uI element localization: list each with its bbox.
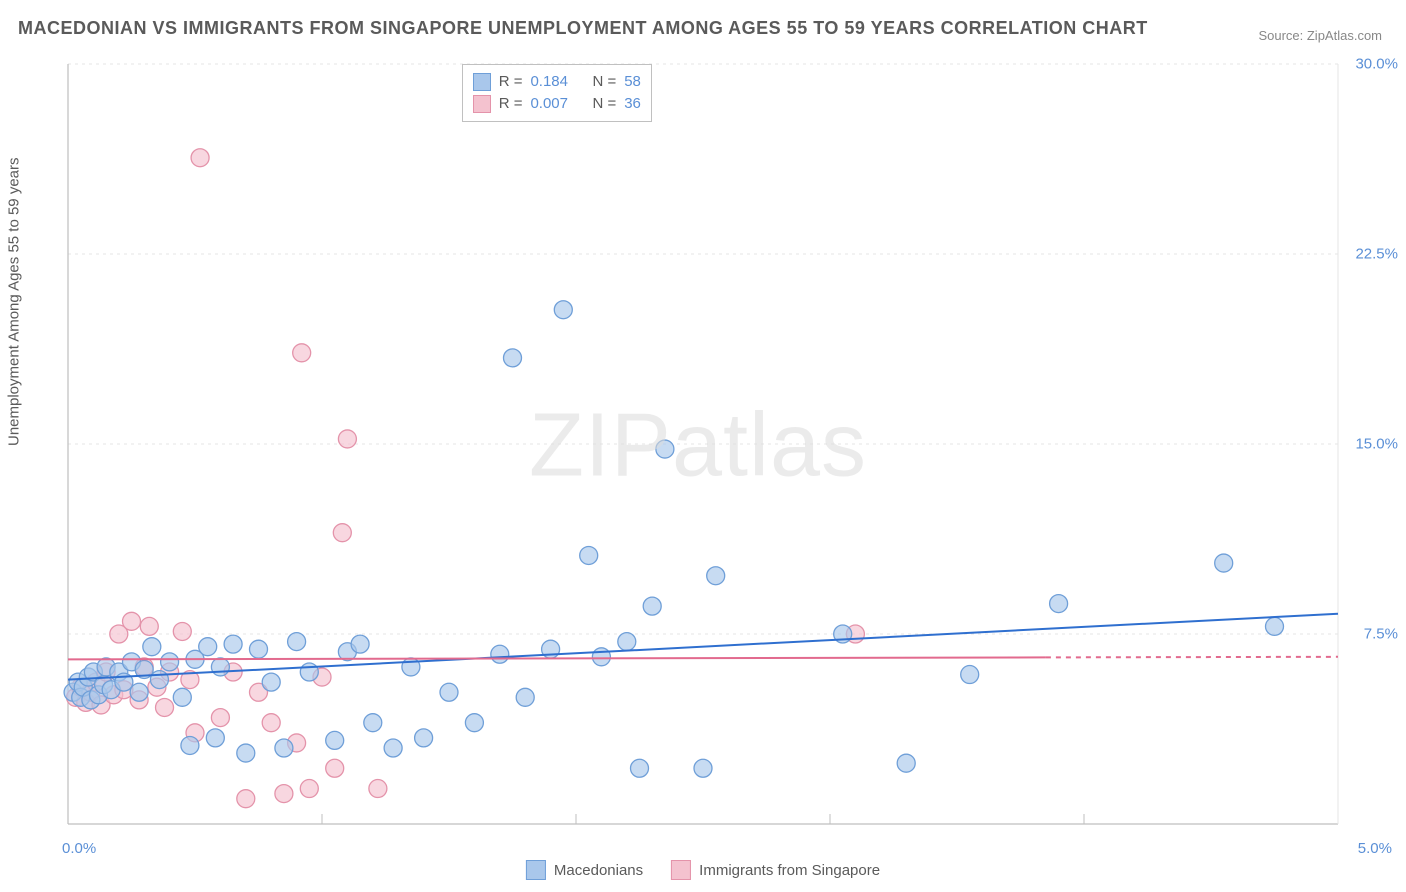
legend-series-item: Macedonians bbox=[526, 860, 643, 880]
chart-title: MACEDONIAN VS IMMIGRANTS FROM SINGAPORE … bbox=[18, 18, 1148, 39]
legend-stat-row: R =0.184N =58 bbox=[473, 71, 641, 93]
y-axis-label: Unemployment Among Ages 55 to 59 years bbox=[6, 157, 23, 446]
y-tick-label: 15.0% bbox=[1355, 436, 1398, 453]
y-tick-label: 30.0% bbox=[1355, 56, 1398, 73]
legend-swatch bbox=[473, 95, 491, 113]
chart-area: ZIPatlas R =0.184N =58R =0.007N =36 bbox=[50, 60, 1346, 832]
legend-series-item: Immigrants from Singapore bbox=[671, 860, 880, 880]
legend-correlation: R =0.184N =58R =0.007N =36 bbox=[462, 64, 652, 122]
legend-swatch bbox=[671, 860, 691, 880]
legend-stat-row: R =0.007N =36 bbox=[473, 93, 641, 115]
legend-series: Macedonians Immigrants from Singapore bbox=[526, 860, 880, 880]
scatter-chart bbox=[50, 60, 1346, 832]
y-tick-label: 22.5% bbox=[1355, 246, 1398, 263]
source-attribution: Source: ZipAtlas.com bbox=[1258, 28, 1382, 43]
y-tick-label: 7.5% bbox=[1364, 626, 1398, 643]
x-axis-min-label: 0.0% bbox=[62, 840, 96, 857]
legend-swatch bbox=[473, 73, 491, 91]
x-axis-max-label: 5.0% bbox=[1358, 840, 1392, 857]
legend-swatch bbox=[526, 860, 546, 880]
